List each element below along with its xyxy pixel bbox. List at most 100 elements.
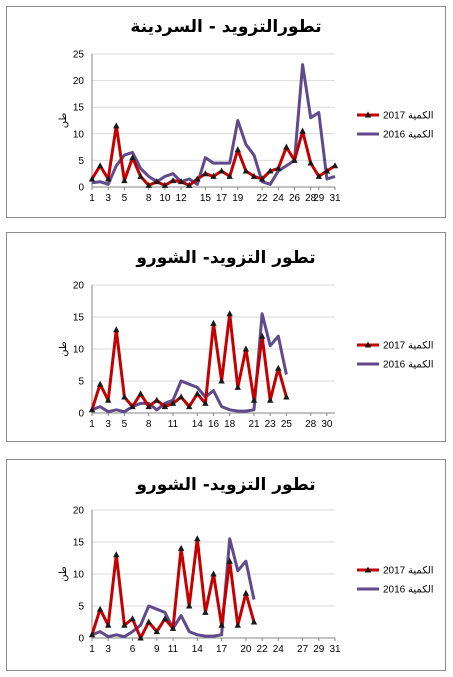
series-2017-point bbox=[267, 167, 274, 174]
x-tick-label: 24 bbox=[273, 644, 285, 655]
legend-marker bbox=[364, 111, 372, 118]
series-2017-point bbox=[194, 175, 201, 182]
series-2017-point bbox=[210, 172, 217, 179]
x-tick-label: 8 bbox=[146, 193, 152, 204]
x-tick-label: 31 bbox=[329, 193, 341, 204]
series-2017-point bbox=[234, 621, 241, 628]
series-2017-point bbox=[153, 396, 160, 403]
series-2017-point bbox=[186, 403, 193, 410]
y-tick-label: 10 bbox=[73, 345, 85, 356]
x-tick-label: 14 bbox=[192, 419, 204, 430]
chart-panel-shouro-2: تطور التزويد- الشورو 0 5 10 15 20 1 3 6 9 11 14 17 2… bbox=[6, 459, 446, 671]
chart-title: تطورالتزويد - السردينة bbox=[130, 17, 322, 37]
y-tick-label: 25 bbox=[73, 50, 85, 61]
x-tick-label: 14 bbox=[192, 644, 204, 655]
x-tick-label: 10 bbox=[159, 193, 171, 204]
legend-label: الكمية 2017 bbox=[383, 566, 434, 577]
series-2017-point bbox=[169, 624, 177, 631]
series-2017-point bbox=[88, 631, 96, 638]
legend-label: الكمية 2017 bbox=[383, 111, 434, 122]
x-tick-label: 29 bbox=[313, 193, 325, 204]
series-2017-point bbox=[242, 345, 250, 352]
series-2017-point bbox=[299, 127, 306, 134]
series-2017-point bbox=[145, 403, 152, 410]
series-2017-point bbox=[137, 172, 144, 179]
series-2017-point bbox=[105, 175, 112, 182]
legend-label: الكمية 2016 bbox=[383, 130, 434, 141]
x-tick-label: 8 bbox=[146, 419, 152, 430]
chart-title: تطور التزويد- الشورو bbox=[136, 248, 316, 268]
x-tick-label: 21 bbox=[248, 419, 260, 430]
y-tick-label: 20 bbox=[73, 76, 85, 87]
series-2017-point bbox=[161, 615, 169, 622]
x-tick-label: 22 bbox=[257, 193, 269, 204]
y-axis-label: طن bbox=[58, 113, 69, 129]
x-tick-label: 5 bbox=[122, 419, 128, 430]
x-tick-label: 31 bbox=[329, 644, 341, 655]
series-2017-point bbox=[145, 181, 152, 188]
x-tick-label: 12 bbox=[176, 193, 188, 204]
x-tick-label: 19 bbox=[232, 193, 244, 204]
x-tick-label: 1 bbox=[89, 193, 95, 204]
series-2017-point bbox=[250, 396, 258, 403]
y-tick-label: 5 bbox=[78, 156, 84, 167]
series-2017-point bbox=[202, 170, 209, 177]
series-2017-point bbox=[169, 399, 177, 406]
x-tick-label: 20 bbox=[240, 644, 252, 655]
series-2017-point bbox=[121, 177, 128, 184]
x-tick-label: 26 bbox=[289, 193, 301, 204]
chart-panel-shouro-1: تطور التزويد- الشورو 0 5 10 15 20 1 3 5 8 11 14 16 1… bbox=[6, 232, 446, 442]
y-tick-label: 5 bbox=[78, 602, 84, 613]
series-2017-point bbox=[234, 146, 241, 153]
y-tick-label: 0 bbox=[78, 409, 84, 420]
x-tick-label: 9 bbox=[154, 644, 160, 655]
series-2017-point bbox=[88, 175, 96, 182]
series-2017-point bbox=[275, 164, 282, 171]
series-2017-point bbox=[121, 393, 128, 400]
series-2017-point bbox=[331, 162, 339, 169]
x-tick-label: 24 bbox=[273, 193, 285, 204]
x-tick-label: 15 bbox=[200, 193, 212, 204]
series-2017-point bbox=[96, 162, 104, 169]
legend-label: الكمية 2017 bbox=[383, 341, 434, 352]
series-2017-point bbox=[177, 178, 185, 185]
x-tick-label: 22 bbox=[257, 644, 269, 655]
y-tick-label: 20 bbox=[73, 281, 85, 292]
series-2017-point bbox=[267, 396, 274, 403]
series-2017-point bbox=[218, 621, 225, 628]
series-2017-point bbox=[161, 403, 169, 410]
x-tick-label: 27 bbox=[297, 644, 309, 655]
y-tick-label: 15 bbox=[73, 103, 85, 114]
series-2017-point bbox=[113, 122, 120, 129]
series-2017-point bbox=[226, 172, 233, 179]
x-tick-label: 3 bbox=[105, 644, 111, 655]
series-2017-point bbox=[145, 618, 152, 625]
series-2017-point bbox=[153, 628, 160, 635]
series-2017-point bbox=[275, 364, 282, 371]
y-tick-label: 10 bbox=[73, 129, 85, 140]
series-2017-point bbox=[283, 143, 290, 150]
series-2017-point bbox=[121, 621, 128, 628]
y-tick-label: 5 bbox=[78, 377, 84, 388]
series-2017-point bbox=[250, 172, 258, 179]
y-tick-label: 15 bbox=[73, 313, 85, 324]
x-tick-label: 23 bbox=[265, 419, 277, 430]
y-tick-label: 10 bbox=[73, 570, 85, 581]
series-2017-point bbox=[258, 175, 266, 182]
series-2016-line bbox=[91, 312, 288, 414]
y-tick-label: 0 bbox=[78, 634, 84, 645]
x-tick-label: 6 bbox=[130, 644, 136, 655]
series-2017-point bbox=[129, 403, 136, 410]
x-tick-label: 17 bbox=[216, 644, 228, 655]
y-tick-label: 15 bbox=[73, 538, 85, 549]
x-tick-label: 16 bbox=[208, 419, 220, 430]
line-chart: 0 5 10 15 20 1 3 6 9 11 14 17 20 22 24 27 29 31 طن الكمية 2… bbox=[58, 506, 434, 656]
series-2017-point bbox=[291, 156, 298, 163]
series-2017-point bbox=[202, 399, 209, 406]
series-2017-point bbox=[169, 177, 177, 184]
series-2017-point bbox=[210, 570, 217, 577]
series-2017-point bbox=[186, 602, 193, 609]
series-2017-point bbox=[242, 167, 250, 174]
